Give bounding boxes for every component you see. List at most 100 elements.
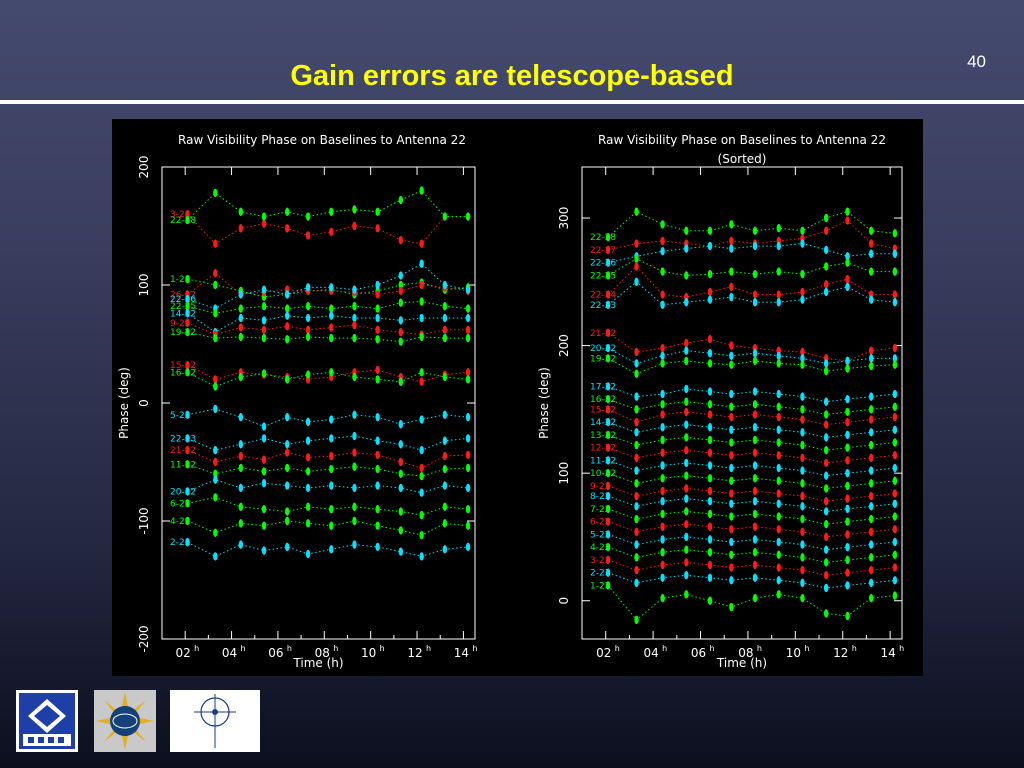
x-tick-label: 04 — [222, 646, 237, 660]
x-tick-label: 02 — [176, 646, 191, 660]
series-22-26: 22-26 — [170, 259, 471, 313]
data-point — [605, 481, 611, 491]
data-point — [185, 274, 190, 284]
chart-title: Raw Visibility Phase on Baselines to Ant… — [598, 133, 886, 147]
data-point — [823, 262, 829, 271]
data-point — [684, 458, 689, 468]
series-label: 22-28 — [170, 216, 196, 226]
data-point — [352, 285, 357, 294]
data-point — [419, 552, 424, 561]
data-point — [729, 244, 734, 253]
series-line — [607, 242, 895, 264]
x-tick-label: 12 — [833, 646, 848, 660]
data-point — [752, 387, 758, 396]
data-point — [752, 560, 758, 570]
series-22-23: 22-23 — [170, 431, 471, 455]
series-22-25: 22-25 — [590, 254, 898, 281]
data-point — [465, 450, 471, 460]
data-point — [329, 333, 334, 343]
data-point — [329, 505, 334, 514]
data-point — [185, 318, 190, 327]
series-label: 19-22 — [170, 328, 196, 338]
data-point — [419, 332, 424, 342]
data-point — [442, 451, 448, 461]
data-point — [776, 425, 781, 434]
series-label: 22-25 — [590, 271, 616, 281]
data-point — [684, 244, 689, 253]
data-point — [845, 443, 850, 452]
data-point — [684, 384, 689, 394]
x-tick-label: 12 — [407, 646, 422, 660]
data-point — [605, 504, 611, 514]
data-point — [729, 512, 734, 521]
data-point — [238, 332, 244, 342]
data-point — [213, 457, 218, 467]
data-point — [684, 507, 689, 516]
series-line — [607, 472, 895, 490]
data-point — [261, 333, 267, 343]
series-label: 5-22 — [170, 411, 190, 421]
data-point — [305, 212, 311, 221]
data-point — [800, 269, 805, 279]
data-point — [238, 304, 244, 313]
data-point — [261, 455, 267, 464]
data-point — [892, 354, 898, 363]
data-point — [213, 493, 218, 502]
data-point — [605, 443, 611, 452]
data-point — [398, 507, 404, 516]
data-point — [845, 258, 850, 267]
data-point — [800, 565, 805, 575]
data-point — [329, 545, 334, 554]
data-point — [185, 487, 190, 496]
data-point — [707, 435, 713, 445]
data-point — [261, 302, 267, 311]
data-point — [752, 435, 758, 445]
data-point — [213, 552, 218, 561]
data-point — [823, 497, 829, 506]
series-label: 16-22 — [590, 395, 616, 405]
data-point — [261, 285, 267, 294]
data-point — [776, 351, 781, 360]
data-point — [375, 436, 380, 445]
data-point — [660, 300, 665, 309]
data-point — [845, 252, 850, 261]
data-point — [238, 440, 244, 449]
data-point — [845, 394, 850, 404]
data-point — [398, 547, 404, 556]
data-point — [660, 461, 665, 470]
data-point — [752, 241, 758, 251]
phase-plots-svg: Raw Visibility Phase on Baselines to Ant… — [117, 133, 904, 670]
data-point — [800, 287, 805, 297]
data-point — [261, 325, 267, 335]
series-line — [607, 485, 895, 502]
data-point — [185, 446, 190, 455]
series-line — [187, 331, 468, 343]
series-line — [187, 312, 468, 333]
data-point — [823, 446, 829, 455]
series-label: 9-22 — [170, 319, 190, 329]
data-point — [605, 468, 611, 478]
data-point — [352, 320, 357, 330]
data-point — [329, 368, 334, 377]
series-3-22: 3-22 — [590, 555, 898, 580]
data-point — [845, 417, 850, 427]
data-point — [238, 323, 244, 332]
data-point — [684, 494, 689, 503]
data-point — [707, 423, 713, 432]
data-point — [305, 332, 311, 342]
data-point — [684, 558, 689, 567]
data-point — [634, 466, 639, 475]
x-tick-unit: h — [380, 644, 385, 653]
data-point — [375, 207, 380, 217]
data-point — [185, 368, 190, 377]
series-line — [187, 322, 468, 336]
data-point — [634, 440, 639, 450]
data-point — [892, 267, 898, 276]
data-point — [398, 483, 404, 493]
data-point — [776, 438, 781, 447]
data-point — [845, 517, 850, 526]
data-point — [634, 417, 639, 427]
data-point — [729, 412, 734, 422]
series-label: 22-23 — [170, 434, 196, 444]
data-point — [800, 453, 805, 463]
